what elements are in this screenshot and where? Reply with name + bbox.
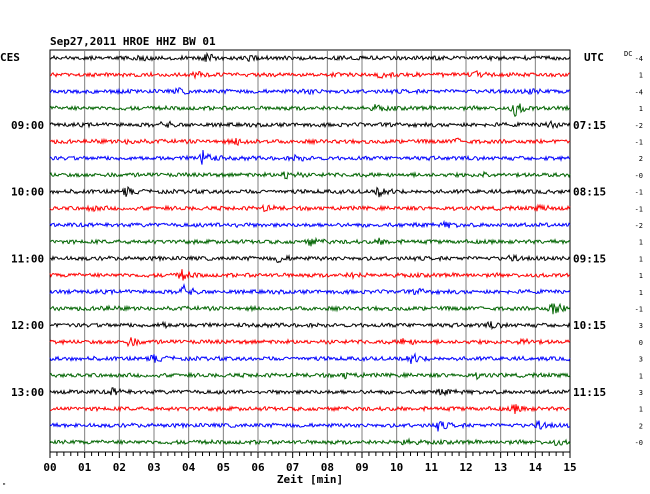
trace-row [49, 387, 571, 397]
x-tick-label: 10 [390, 461, 403, 474]
trace-row [49, 253, 571, 264]
trace-row [49, 119, 571, 130]
dc-offset-values: -4 1 -4 1 -2 -1 2 -0 -1 -1 -2 1 1 1 1 -1 3 0 3 1 3 1 2 -0 [635, 55, 643, 447]
x-tick-label: 06 [251, 461, 265, 474]
dc-offset-value: -1 [635, 139, 643, 147]
dc-offset-value: 1 [639, 255, 643, 263]
x-tick-label: 09 [355, 461, 368, 474]
right-hour-label: 08:15 [573, 186, 606, 199]
trace-row [49, 282, 571, 296]
trace-row [49, 170, 571, 180]
x-tick-label: 08 [321, 461, 334, 474]
trace-row [49, 320, 571, 331]
left-hour-label: 13:00 [11, 386, 44, 399]
dc-offset-value: 1 [639, 406, 643, 414]
dc-offset-value: -1 [635, 205, 643, 213]
dc-offset-value: -0 [635, 172, 643, 180]
x-tick-label: 07 [286, 461, 299, 474]
trace-row [49, 51, 571, 63]
dc-offset-value: -2 [635, 222, 643, 230]
left-hour-label: 10:00 [11, 186, 44, 199]
dc-offset-value: 1 [639, 289, 643, 297]
right-hour-label: 11:15 [573, 386, 606, 399]
trace-row [49, 352, 571, 364]
right-hour-label: 09:15 [573, 252, 606, 265]
dc-offset-value: 2 [639, 422, 643, 430]
left-hour-label: 11:00 [11, 252, 44, 265]
trace-row [49, 403, 571, 415]
dc-offset-value: 1 [639, 72, 643, 80]
dc-offset-value: 2 [639, 155, 643, 163]
x-tick-label: 05 [217, 461, 230, 474]
trace-row [49, 419, 571, 432]
trace-row [49, 269, 571, 281]
left-hour-labels: 09:00 10:00 11:00 12:00 13:00 [11, 119, 44, 399]
trace-row [49, 437, 571, 447]
left-timezone-label: CES [0, 51, 20, 64]
trace-row [49, 203, 571, 213]
trace-row [49, 337, 571, 348]
minute-gridlines [84, 50, 536, 452]
trace-row [49, 371, 571, 381]
trace-row [49, 236, 571, 247]
dc-offset-header: DC [624, 50, 632, 58]
left-hour-label: 12:00 [11, 319, 44, 332]
trace-row [49, 70, 571, 80]
x-tick-label: 15 [563, 461, 576, 474]
dc-offset-value: 1 [639, 105, 643, 113]
dc-offset-value: 1 [639, 272, 643, 280]
trace-row [49, 185, 571, 198]
dc-offset-value: 1 [639, 239, 643, 247]
seismic-traces [49, 51, 571, 447]
x-axis: 00 01 02 03 04 05 06 07 08 09 10 11 12 13 14 15 [43, 452, 577, 474]
x-tick-label: 00 [43, 461, 56, 474]
x-tick-label: 13 [494, 461, 507, 474]
dc-offset-value: -4 [635, 88, 643, 96]
trace-row [49, 149, 571, 165]
dc-offset-value: -0 [635, 439, 643, 447]
dc-offset-value: -1 [635, 306, 643, 314]
left-hour-label: 09:00 [11, 119, 44, 132]
x-tick-label: 01 [78, 461, 92, 474]
dc-offset-value: -2 [635, 122, 643, 130]
dc-offset-value: 3 [639, 356, 643, 364]
trace-row [49, 302, 571, 315]
chart-title: Sep27,2011 HROE HHZ BW 01 [50, 35, 216, 48]
dc-offset-value: -1 [635, 189, 643, 197]
x-tick-label: 02 [113, 461, 126, 474]
trace-row [49, 137, 571, 146]
x-tick-label: 11 [425, 461, 439, 474]
trace-row [49, 219, 571, 229]
x-tick-label: 04 [182, 461, 196, 474]
x-tick-label: 03 [147, 461, 160, 474]
dc-offset-value: 1 [639, 372, 643, 380]
trace-row [49, 87, 571, 96]
dc-offset-value: -4 [635, 55, 643, 63]
x-axis-label: Zeit [min] [277, 473, 343, 486]
right-hour-labels: 07:15 08:15 09:15 10:15 11:15 [573, 119, 606, 399]
x-tick-label: 14 [529, 461, 543, 474]
x-tick-label: 12 [459, 461, 472, 474]
dc-offset-value: 0 [639, 339, 643, 347]
right-hour-label: 07:15 [573, 119, 606, 132]
dc-offset-value: 3 [639, 322, 643, 330]
right-hour-label: 10:15 [573, 319, 606, 332]
trace-row [49, 103, 571, 118]
dc-offset-value: 3 [639, 389, 643, 397]
right-timezone-label: UTC [584, 51, 604, 64]
plot-frame [49, 49, 571, 453]
corner-mark: " [2, 482, 6, 490]
